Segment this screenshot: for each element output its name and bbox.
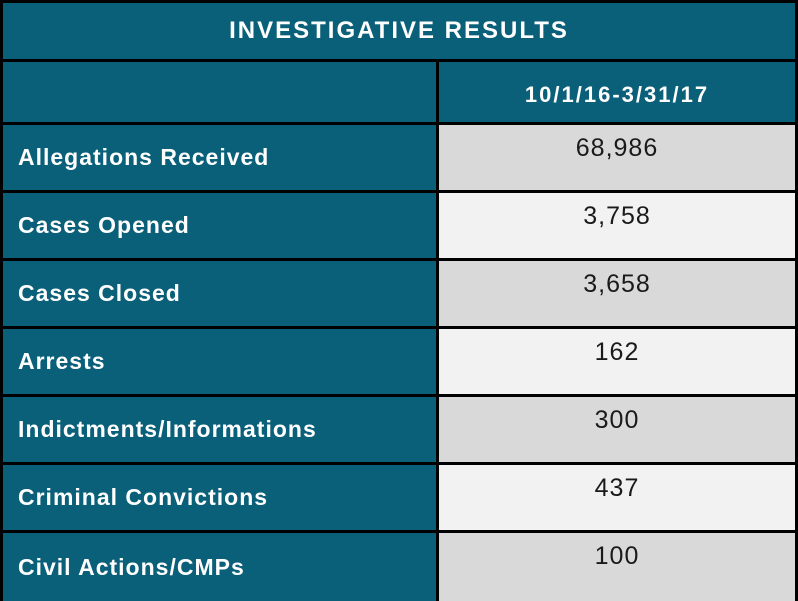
row-label: Indictments/Informations	[18, 416, 317, 442]
table-header-row: 10/1/16-3/31/17	[3, 62, 795, 125]
row-value: 437	[436, 465, 795, 530]
row-label: Allegations Received	[18, 144, 270, 170]
table-row: Allegations Received 68,986	[3, 125, 795, 193]
table-row: Cases Opened 3,758	[3, 193, 795, 261]
table-row: Civil Actions/CMPs 100	[3, 533, 795, 601]
column-header-period: 10/1/16-3/31/17	[436, 62, 795, 122]
table-row: Indictments/Informations 300	[3, 397, 795, 465]
row-value: 3,758	[436, 193, 795, 258]
row-value: 300	[436, 397, 795, 462]
row-label: Arrests	[18, 348, 106, 374]
row-label: Cases Opened	[18, 212, 190, 238]
row-value: 100	[436, 533, 795, 601]
header-empty-cell	[3, 62, 436, 122]
table-title-row: INVESTIGATIVE RESULTS	[3, 3, 795, 62]
row-value: 162	[436, 329, 795, 394]
row-label: Cases Closed	[18, 280, 181, 306]
row-label: Criminal Convictions	[18, 484, 269, 510]
table-row: Cases Closed 3,658	[3, 261, 795, 329]
row-label: Civil Actions/CMPs	[18, 553, 245, 580]
row-value: 68,986	[436, 125, 795, 190]
table-row: Criminal Convictions 437	[3, 465, 795, 533]
table-row: Arrests 162	[3, 329, 795, 397]
page-title: INVESTIGATIVE RESULTS	[229, 17, 569, 44]
row-value: 3,658	[436, 261, 795, 326]
